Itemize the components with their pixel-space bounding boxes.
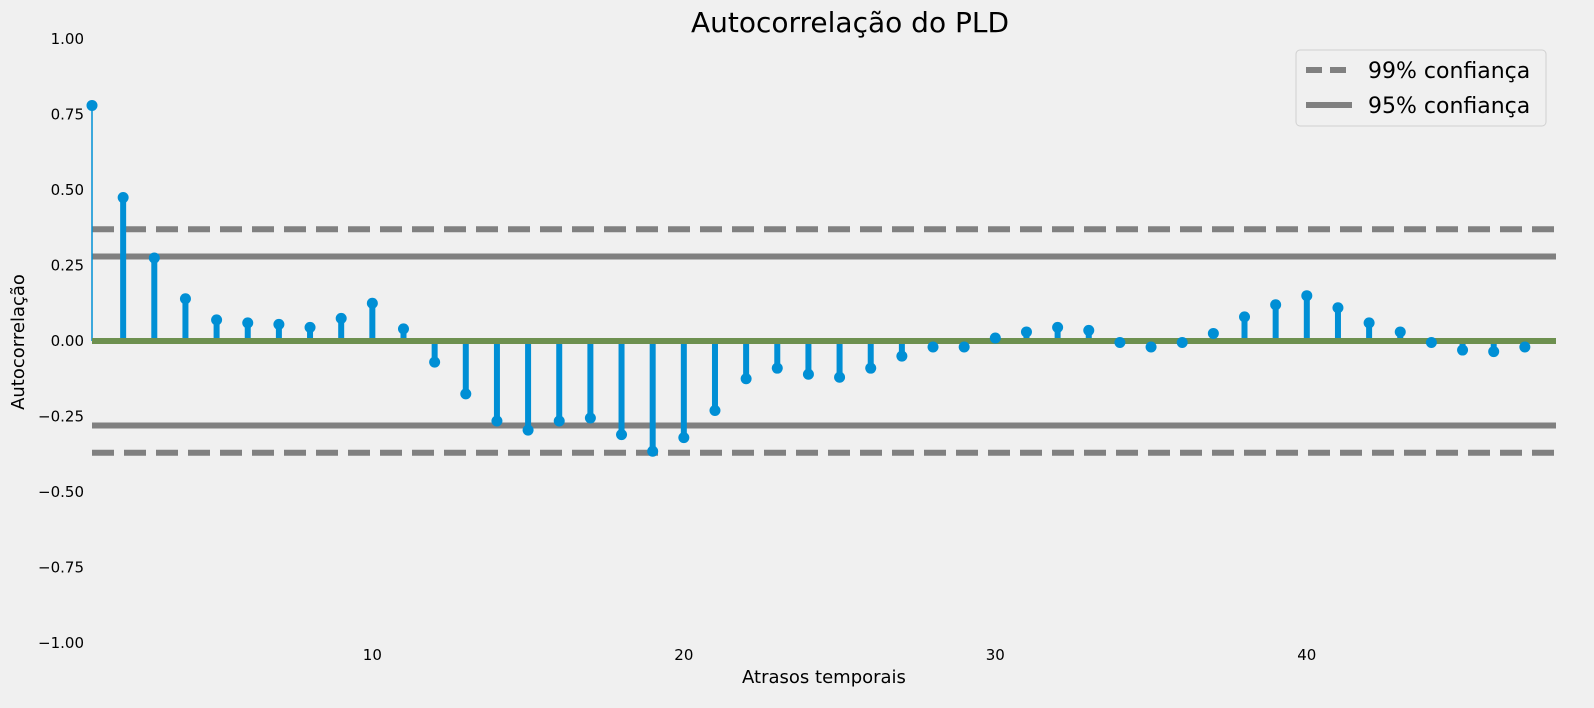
stem-marker <box>117 192 129 204</box>
stem-marker <box>771 362 783 374</box>
x-tick-label: 10 <box>363 646 382 664</box>
stem-marker <box>584 412 596 424</box>
stem-marker <box>491 415 503 427</box>
stem-marker <box>397 323 409 335</box>
stem-marker <box>896 350 908 362</box>
stem-marker <box>1363 317 1375 329</box>
stem-marker <box>1488 346 1500 358</box>
y-tick-label: 1.00 <box>51 30 84 48</box>
stem-marker <box>1301 290 1313 302</box>
stem-marker <box>86 99 98 111</box>
stem-marker <box>273 318 285 330</box>
stem-marker <box>1176 337 1188 349</box>
stem-marker <box>647 445 659 457</box>
legend-label-95: 95% confiança <box>1368 94 1530 119</box>
stem-marker <box>460 388 472 400</box>
legend-label-99: 99% confiança <box>1368 59 1530 84</box>
stem-marker <box>429 356 441 368</box>
confidence-lines <box>92 226 1556 456</box>
stem-marker <box>1052 321 1064 333</box>
stem-marker <box>1457 344 1469 356</box>
stem-marker <box>335 312 347 324</box>
chart-title: Autocorrelação do PLD <box>691 6 1009 39</box>
stem-marker <box>740 373 752 385</box>
stem-marker <box>553 415 565 427</box>
stem-marker <box>678 432 690 444</box>
y-tick-label: −0.75 <box>38 559 84 577</box>
stem-marker <box>242 317 254 329</box>
stem-marker <box>1020 326 1032 338</box>
x-tick-label: 20 <box>674 646 693 664</box>
stem-marker <box>958 341 970 353</box>
stem-marker <box>366 297 378 309</box>
stem-marker <box>1083 324 1095 336</box>
stem-marker <box>1270 299 1282 311</box>
x-tick-label: 40 <box>1297 646 1316 664</box>
stem-marker <box>616 429 628 441</box>
stem-marker <box>1332 302 1344 314</box>
stem-marker <box>1425 337 1437 349</box>
stem-marker <box>148 252 160 264</box>
stem-marker <box>1207 327 1219 339</box>
x-axis-label: Atrasos temporais <box>742 667 906 688</box>
y-tick-label: 0.00 <box>51 332 84 350</box>
y-tick-label: 0.75 <box>51 106 84 124</box>
stem-marker <box>1519 341 1531 353</box>
stem-marker <box>802 368 814 380</box>
stem-marker <box>1114 337 1126 349</box>
stem-marker <box>927 341 939 353</box>
stem-marker <box>1145 341 1157 353</box>
y-tick-label: −0.25 <box>38 408 84 426</box>
stem-marker <box>834 371 846 383</box>
y-tick-label: 0.25 <box>51 257 84 275</box>
stem-marker <box>865 362 877 374</box>
y-tick-label: 0.50 <box>51 181 84 199</box>
x-tick-labels: 10 20 30 40 <box>363 646 1317 664</box>
stem-marker <box>304 321 316 333</box>
stem-marker <box>211 314 223 326</box>
y-tick-labels: 1.00 0.75 0.50 0.25 0.00 −0.25 −0.50 −0.75 −1.00 <box>38 30 84 652</box>
stem-marker <box>989 332 1001 344</box>
stem-marker <box>1394 326 1406 338</box>
legend-box <box>1295 49 1547 127</box>
y-axis-label: Autocorrelação <box>8 274 29 410</box>
y-tick-label: −0.50 <box>38 483 84 501</box>
x-tick-label: 30 <box>986 646 1005 664</box>
stem-marker <box>1239 311 1251 323</box>
acf-stems <box>86 99 1556 457</box>
stem-marker <box>709 404 721 416</box>
stem-marker <box>522 424 534 436</box>
y-tick-label: −1.00 <box>38 634 84 652</box>
legend: 99% confiança 95% confiança <box>1295 49 1547 127</box>
stem-marker <box>179 293 191 305</box>
